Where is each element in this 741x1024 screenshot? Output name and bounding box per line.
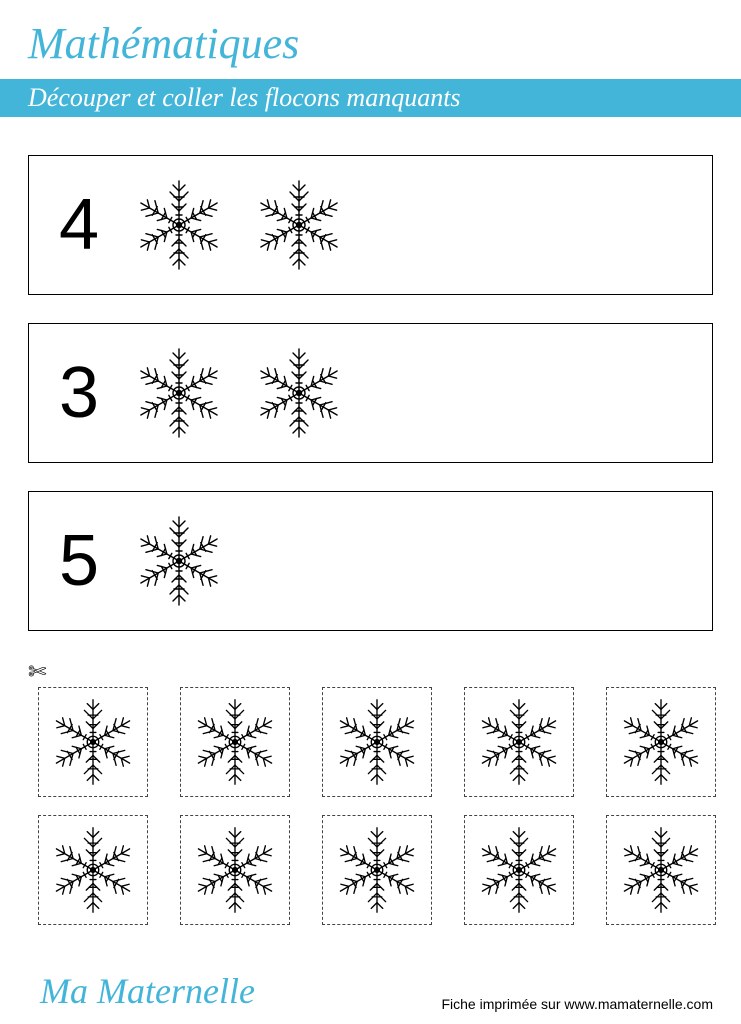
exercise-row: 5 — [28, 491, 713, 631]
cut-tile — [606, 815, 716, 925]
cut-tile — [38, 815, 148, 925]
cut-tile — [464, 815, 574, 925]
page-title: Mathématiques — [28, 18, 713, 69]
cut-tile — [180, 687, 290, 797]
snowflake-icon — [249, 343, 349, 443]
cut-tile — [606, 687, 716, 797]
row-number: 4 — [49, 184, 109, 266]
cut-tile — [322, 815, 432, 925]
snowflake-icon — [129, 343, 229, 443]
row-number: 5 — [49, 520, 109, 602]
scissors-icon: ✄ — [28, 659, 713, 685]
rows-container: 4 3 5 — [28, 155, 713, 631]
cut-grid — [28, 687, 713, 925]
snowflake-icon — [129, 511, 229, 611]
snowflake-icon — [249, 175, 349, 275]
instruction-bar: Découper et coller les flocons manquants — [0, 79, 741, 117]
footer-brand: Ma Maternelle — [40, 970, 255, 1012]
exercise-row: 4 — [28, 155, 713, 295]
cut-tile — [322, 687, 432, 797]
snowflake-icon — [129, 175, 229, 275]
cut-tile — [180, 815, 290, 925]
footer-credit: Fiche imprimée sur www.mamaternelle.com — [441, 996, 713, 1012]
cut-tile — [464, 687, 574, 797]
exercise-row: 3 — [28, 323, 713, 463]
cut-tile — [38, 687, 148, 797]
cut-section: ✄ — [28, 659, 713, 925]
footer: Ma Maternelle Fiche imprimée sur www.mam… — [40, 970, 713, 1012]
row-number: 3 — [49, 352, 109, 434]
worksheet-page: Mathématiques Découper et coller les flo… — [0, 0, 741, 925]
